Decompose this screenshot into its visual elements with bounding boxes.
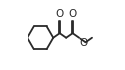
Text: O: O — [56, 9, 64, 19]
Text: O: O — [68, 9, 77, 19]
Text: O: O — [79, 38, 88, 48]
